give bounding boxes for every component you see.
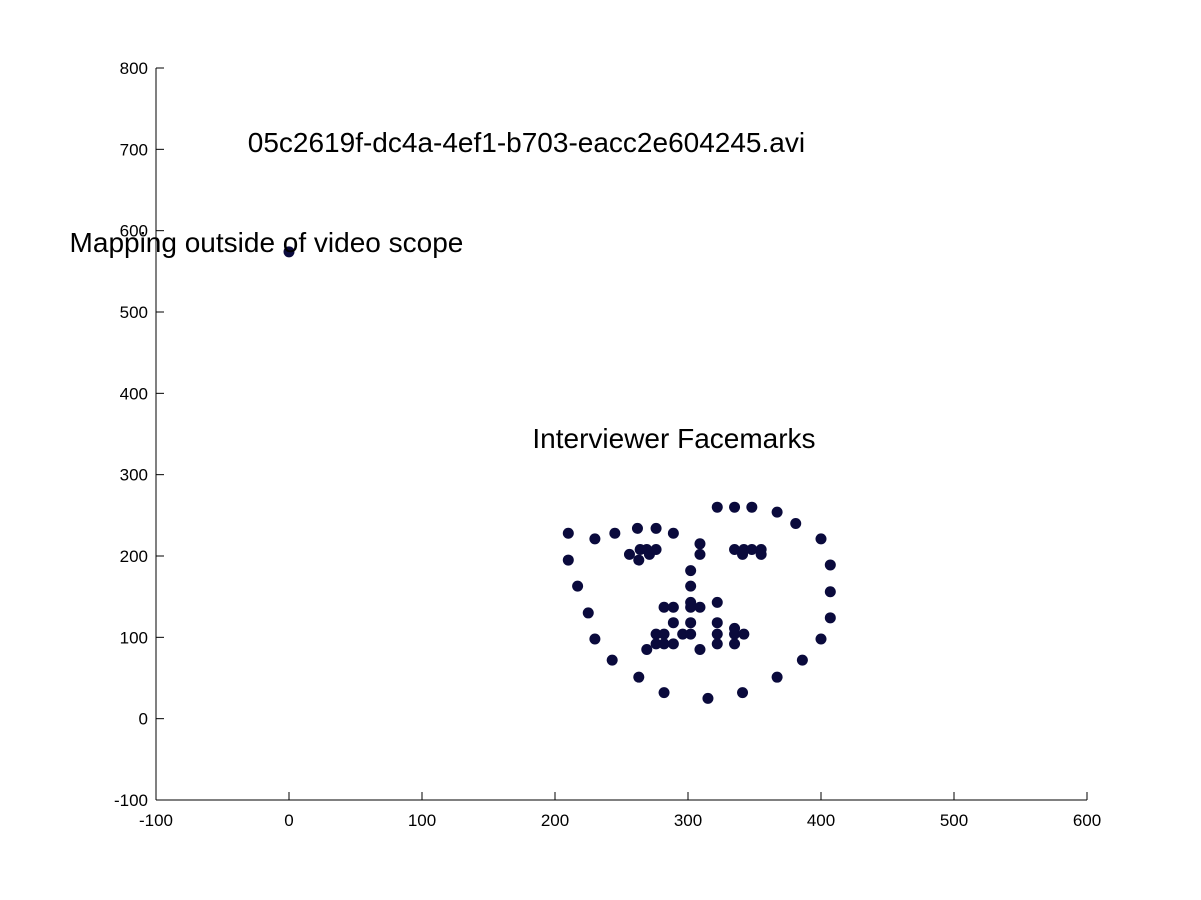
- axes: -100 0 100 200 300 400 500 600 700 800 -100 0 100 20…: [114, 59, 1101, 830]
- facemark-point: [650, 543, 662, 555]
- x-tick-label: -100: [139, 811, 173, 830]
- y-tick-label: 700: [120, 140, 148, 159]
- x-axis-ticks: -100 0 100 200 300 400 500 600: [139, 792, 1101, 830]
- facemark-point: [677, 628, 689, 640]
- facemark-point: [685, 628, 697, 640]
- facemark-point: [641, 644, 653, 656]
- facemark-point: [755, 543, 767, 555]
- facemark-point: [658, 638, 670, 650]
- facemark-point: [283, 246, 295, 258]
- facemarks-label-annotation: Interviewer Facemarks: [532, 423, 815, 454]
- facemark-point: [815, 533, 827, 545]
- facemark-point: [729, 638, 741, 650]
- facemark-point: [606, 654, 618, 666]
- facemark-point: [824, 559, 836, 571]
- facemark-point: [702, 692, 714, 704]
- y-tick-label: 400: [120, 384, 148, 403]
- facemark-point: [694, 644, 706, 656]
- facemark-point: [609, 527, 621, 539]
- facemark-point: [711, 628, 723, 640]
- facemark-point: [711, 596, 723, 608]
- facemark-point: [694, 601, 706, 613]
- facemark-point: [711, 638, 723, 650]
- facemark-point: [633, 554, 645, 566]
- x-tick-label: 600: [1073, 811, 1101, 830]
- annotations: 05c2619f-dc4a-4ef1-b703-eacc2e604245.avi…: [70, 127, 816, 454]
- y-tick-label: -100: [114, 791, 148, 810]
- facemark-point: [711, 617, 723, 629]
- y-tick-label: 800: [120, 59, 148, 78]
- facemark-point: [738, 543, 750, 555]
- facemark-point: [746, 543, 758, 555]
- y-axis-ticks: -100 0 100 200 300 400 500 600 700 800: [114, 59, 164, 810]
- facemark-point: [667, 527, 679, 539]
- facemark-point: [562, 527, 574, 539]
- facemark-point: [658, 601, 670, 613]
- facemark-point: [572, 580, 584, 592]
- y-tick-label: 100: [120, 628, 148, 647]
- facemark-point: [729, 543, 741, 555]
- facemark-point: [667, 638, 679, 650]
- facemark-point: [650, 522, 662, 534]
- y-tick-label: 300: [120, 466, 148, 485]
- facemark-point: [796, 654, 808, 666]
- facemark-point: [685, 580, 697, 592]
- facemark-point: [711, 501, 723, 513]
- out-of-scope-annotation: Mapping outside of video scope: [70, 227, 464, 258]
- facemark-point: [738, 628, 750, 640]
- facemark-point: [729, 501, 741, 513]
- facemark-point: [562, 554, 574, 566]
- facemark-point: [790, 517, 802, 529]
- facemark-point: [658, 628, 670, 640]
- y-tick-label: 600: [120, 222, 148, 241]
- facemark-point: [685, 617, 697, 629]
- facemark-point: [771, 671, 783, 683]
- x-tick-label: 500: [940, 811, 968, 830]
- facemark-points: [283, 246, 836, 704]
- y-tick-label: 500: [120, 303, 148, 322]
- facemark-point: [667, 617, 679, 629]
- x-tick-label: 100: [408, 811, 436, 830]
- video-filename-annotation: 05c2619f-dc4a-4ef1-b703-eacc2e604245.avi: [248, 127, 805, 158]
- facemark-point: [667, 601, 679, 613]
- facemark-point: [771, 506, 783, 518]
- facemark-point: [631, 522, 643, 534]
- facemark-point: [694, 538, 706, 550]
- x-tick-label: 200: [541, 811, 569, 830]
- facemark-point: [694, 548, 706, 560]
- facemark-point: [737, 687, 749, 699]
- facemark-point: [633, 671, 645, 683]
- facemark-point: [623, 548, 635, 560]
- facemark-point: [685, 601, 697, 613]
- facemark-point: [589, 533, 601, 545]
- facemark-point: [658, 687, 670, 699]
- facemark-point: [824, 586, 836, 598]
- facemark-point: [582, 607, 594, 619]
- x-tick-label: 300: [674, 811, 702, 830]
- facemark-point: [746, 501, 758, 513]
- x-tick-label: 0: [284, 811, 293, 830]
- y-tick-label: 0: [139, 710, 148, 729]
- facemark-point: [815, 633, 827, 645]
- facemark-point: [650, 628, 662, 640]
- facemark-point: [589, 633, 601, 645]
- facemark-point: [729, 628, 741, 640]
- x-tick-label: 400: [807, 811, 835, 830]
- facemark-point: [824, 612, 836, 624]
- facemark-point: [685, 565, 697, 577]
- facemark-point: [650, 638, 662, 650]
- y-tick-label: 200: [120, 547, 148, 566]
